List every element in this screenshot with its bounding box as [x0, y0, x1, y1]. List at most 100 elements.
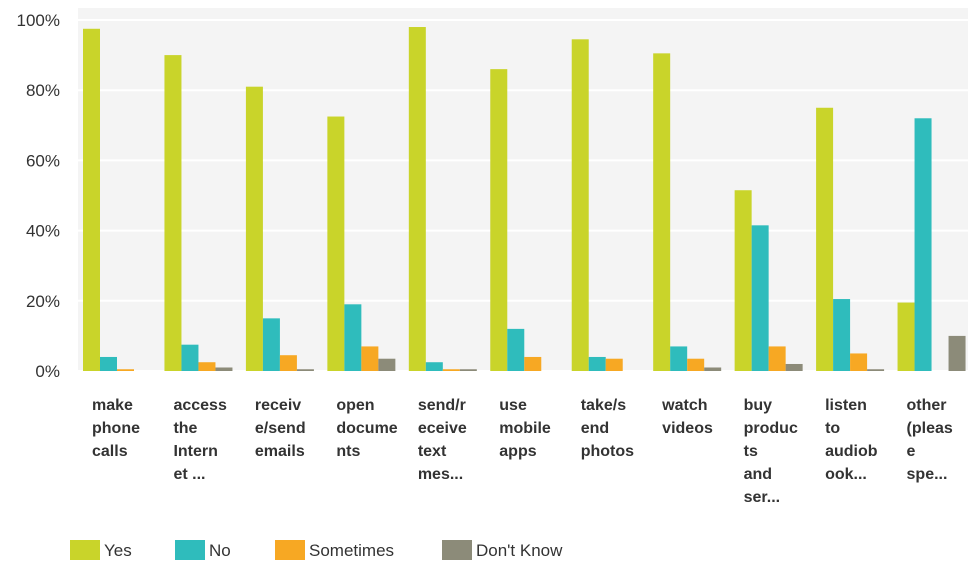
bar-sometimes [605, 358, 623, 371]
x-category-label-line: et ... [173, 466, 205, 483]
x-category-label: take/s end photos [581, 397, 634, 460]
bar-sometimes [361, 346, 379, 371]
bar-sometimes [850, 353, 868, 371]
x-category-label-line: spe... [907, 466, 948, 483]
x-category-label: send/r eceive text mes... [418, 397, 467, 483]
bar-don-t-know [948, 335, 966, 371]
bar-don-t-know [704, 367, 722, 371]
bar-yes [83, 28, 100, 372]
bar-yes [571, 39, 589, 372]
x-category-label-line: listen [825, 397, 867, 414]
bar-yes [734, 190, 752, 371]
x-category-label-line: take/s [581, 397, 626, 414]
x-axis-categories: make phone calls access the Intern et ... recei… [92, 397, 953, 506]
bar-no [914, 118, 932, 371]
bar-no [507, 328, 525, 371]
x-category-label-line: e/send [255, 420, 306, 437]
x-category-label-line: ook... [825, 466, 867, 483]
x-category-label: buy produc ts and ser... [744, 397, 798, 506]
x-category-label-line: the [173, 420, 197, 437]
x-category-label-line: make [92, 397, 133, 414]
x-category-label-line: phone [92, 420, 140, 437]
x-category-label: use mobile apps [499, 397, 551, 460]
bar-don-t-know [785, 363, 803, 371]
y-axis-ticks: 0% 20% 40% 60% 80% 100% [17, 11, 60, 381]
x-category-label-line: Intern [173, 443, 217, 460]
legend: Yes No Sometimes Don't Know [70, 540, 563, 560]
bar-no [100, 356, 117, 371]
legend-swatch [275, 540, 305, 560]
legend-swatch [70, 540, 100, 560]
legend-swatch [175, 540, 205, 560]
x-category-label-line: audiob [825, 443, 878, 460]
y-tick-label: 80% [26, 81, 60, 100]
bar-yes [490, 69, 508, 371]
x-category-label-line: open [336, 397, 374, 414]
x-category-label-line: access [173, 397, 226, 414]
x-category-label-line: and [744, 466, 772, 483]
bar-no [751, 225, 769, 371]
legend-label: No [209, 541, 231, 560]
x-category-label-line: send/r [418, 397, 466, 414]
bar-no [833, 299, 851, 371]
x-category-label-line: watch [661, 397, 707, 414]
x-category-label-line: mobile [499, 420, 551, 437]
bar-no [425, 362, 443, 371]
x-category-label-line: to [825, 420, 840, 437]
x-category-label-line: photos [581, 443, 634, 460]
bar-don-t-know [378, 358, 396, 371]
x-category-label-line: calls [92, 443, 128, 460]
y-tick-label: 60% [26, 151, 60, 170]
x-category-label-line: other [907, 397, 947, 414]
y-tick-label: 40% [26, 222, 60, 241]
x-category-label-line: produc [744, 420, 798, 437]
bar-yes [245, 86, 263, 371]
bar-don-t-know [296, 369, 314, 371]
x-category-label: watch videos [661, 397, 713, 437]
x-category-label-line: videos [662, 420, 713, 437]
x-category-label: make phone calls [92, 397, 140, 460]
bar-no [262, 318, 280, 371]
y-tick-label: 0% [35, 362, 60, 381]
x-category-label-line: docume [336, 420, 397, 437]
bar-sometimes [768, 346, 786, 371]
bar-sometimes [687, 358, 705, 371]
bar-yes [897, 302, 915, 371]
bar-sometimes [279, 355, 297, 371]
x-category-label-line: mes... [418, 466, 463, 483]
y-tick-label: 20% [26, 292, 60, 311]
bar-yes [816, 107, 834, 371]
y-tick-label: 100% [17, 11, 60, 30]
bar-no [670, 346, 688, 371]
bar-no [588, 356, 606, 371]
bar-yes [164, 55, 182, 371]
x-category-label: access the Intern et ... [173, 397, 226, 483]
x-category-label: listen to audiob ook... [825, 397, 878, 483]
x-category-label-line: e [907, 443, 916, 460]
x-category-label-line: end [581, 420, 609, 437]
x-category-label: receiv e/send emails [255, 397, 306, 460]
bar-yes [327, 116, 345, 372]
x-category-label-line: ser... [744, 489, 780, 506]
x-category-label: other (pleas e spe... [907, 397, 953, 483]
x-category-label-line: ts [744, 443, 758, 460]
x-category-label-line: use [499, 397, 527, 414]
bar-sometimes [198, 362, 216, 371]
legend-swatch [442, 540, 472, 560]
bar-no [181, 344, 199, 371]
x-category-label-line: nts [336, 443, 360, 460]
x-category-label-line: emails [255, 443, 305, 460]
legend-label: Yes [104, 541, 132, 560]
legend-label: Don't Know [476, 541, 563, 560]
bar-sometimes [524, 356, 542, 371]
x-category-label-line: (pleas [907, 420, 953, 437]
bar-sometimes [117, 369, 134, 371]
bar-don-t-know [215, 367, 233, 371]
bar-don-t-know [867, 369, 885, 371]
bar-don-t-know [459, 369, 477, 371]
x-category-label-line: apps [499, 443, 536, 460]
bar-yes [653, 53, 671, 371]
bar-no [344, 304, 362, 371]
